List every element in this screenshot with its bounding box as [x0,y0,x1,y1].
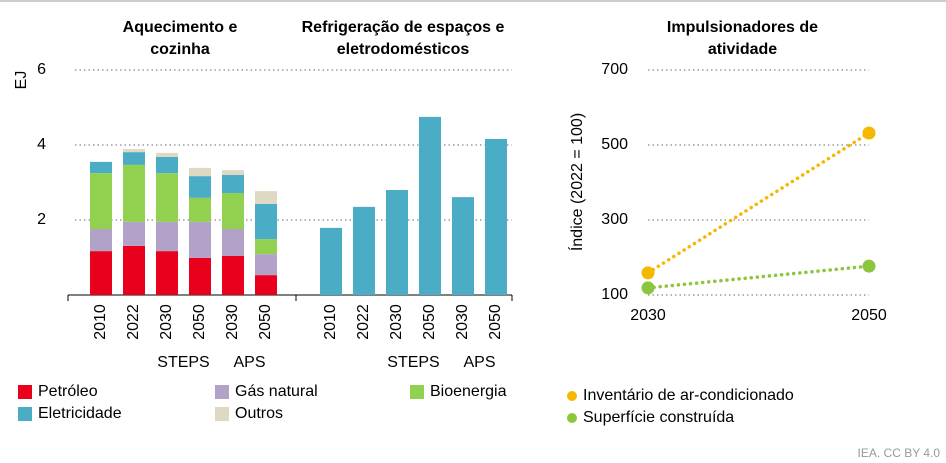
x-tick-label: 2010 [92,304,109,340]
x-tick-label: 2022 [125,304,142,340]
bar-segment [90,161,112,174]
bar-segment [353,206,375,295]
bar-segment [156,173,178,222]
bar-segment [452,197,474,295]
y-tick-label: 100 [601,286,628,303]
bar-segment [222,175,244,193]
bar-segment [386,190,408,295]
bar-segment [90,251,112,295]
bar-segment [485,139,507,295]
data-point [641,281,655,295]
y-tick-label: 300 [601,211,628,228]
data-point [862,126,876,140]
x-tick-label: 2030 [454,304,471,340]
bar-segment [90,173,112,229]
bar-segment [156,152,178,157]
data-point [862,259,876,273]
y-tick-label: 500 [601,136,628,153]
bar-segment [222,229,244,256]
bar-segment [156,221,178,252]
x-tick-label: 2030 [158,304,175,340]
bar-segment [189,176,211,198]
y-tick-label: 2 [37,211,46,228]
legend-swatch [18,385,32,399]
bar-segment [189,257,211,295]
group-label: APS [233,354,265,371]
series-line [646,131,871,275]
x-tick-label: 2050 [487,304,504,340]
legend-marker [567,413,577,423]
bar-segment [123,245,145,295]
bar-segment [419,116,441,295]
source: IEA. CC BY 4.0 [858,446,941,460]
x-tick-label: 2022 [355,304,372,340]
bar-segment [123,164,145,222]
panel-title: Impulsionadores de atividade [666,19,819,58]
bar-segment [123,149,145,153]
bar-segment [255,191,277,204]
series-line [646,264,871,290]
bar-segment [255,203,277,240]
x-tick-label: 2030 [630,307,666,324]
legend-label: Eletricidade [38,405,122,422]
legend-label: Superfície construída [583,409,734,426]
y-tick-label: 6 [37,61,46,78]
legend-marker [567,391,577,401]
legend-label: Bioenergia [430,383,507,400]
group-label: STEPS [387,354,439,371]
bar-segment [255,275,277,295]
panel-title: Refrigeração de espaços e eletrodoméstic… [301,19,505,58]
x-tick-label: 2030 [224,304,241,340]
bar-segment [123,152,145,165]
legend-swatch [215,385,229,399]
x-tick-label: 2030 [388,304,405,340]
bar-segment [189,167,211,177]
bar-segment [320,227,342,295]
bar-segment [255,254,277,276]
bar-segment [222,170,244,175]
y-tick-label: 700 [601,61,628,78]
bar-segment [189,221,211,258]
bar-segment [156,251,178,295]
legend-label: Gás natural [235,383,318,400]
legend-swatch [410,385,424,399]
y-tick-label: 4 [37,136,46,153]
legend-swatch [18,407,32,421]
x-tick-label: 2050 [851,307,887,324]
group-label: APS [463,354,495,371]
legend-swatch [215,407,229,421]
legend-label: Outros [235,405,283,422]
data-point [641,266,655,280]
y-axis-label: EJ [13,71,30,90]
x-tick-label: 2050 [191,304,208,340]
bar-segment [222,193,244,229]
legend-label: Inventário de ar-condicionado [583,387,794,404]
x-tick-label: 2050 [421,304,438,340]
bar-segment [255,239,277,255]
legend-label: Petróleo [38,383,98,400]
bar-segment [189,197,211,222]
bar-segment [90,229,112,252]
x-tick-label: 2050 [257,304,274,340]
bar-segment [222,256,244,295]
x-tick-label: 2010 [322,304,339,340]
y-axis-label: Índice (2022 = 100) [567,113,586,251]
group-label: STEPS [157,354,209,371]
bar-segment [156,157,178,174]
bar-segment [123,221,145,246]
panel-title: Aquecimento e cozinha [122,19,238,58]
